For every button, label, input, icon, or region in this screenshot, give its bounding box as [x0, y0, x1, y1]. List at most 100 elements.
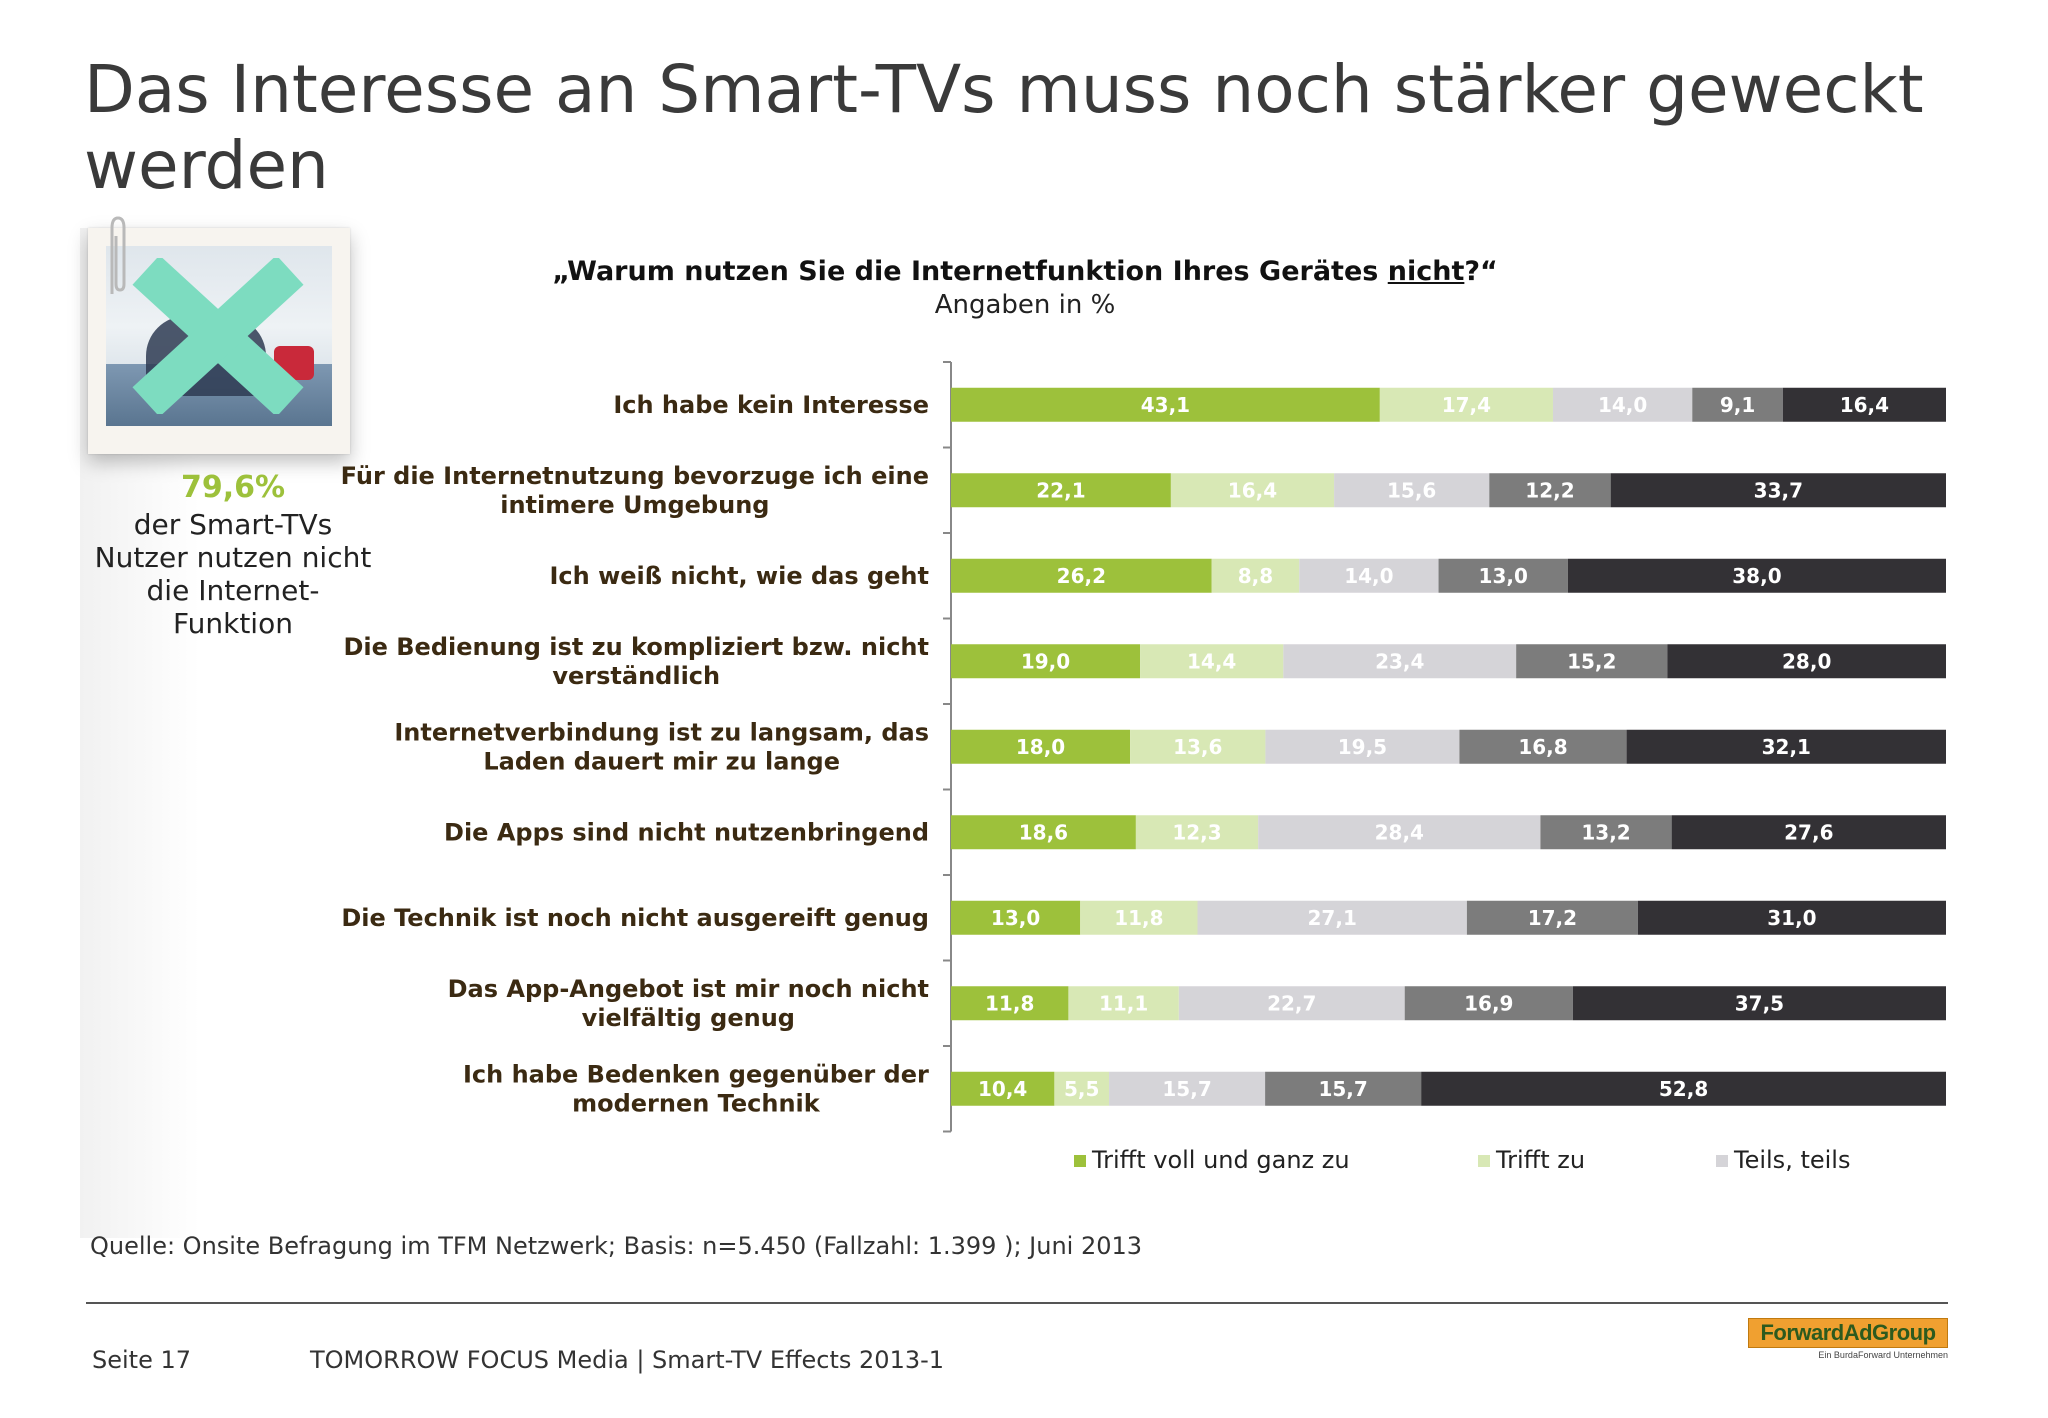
source-note: Quelle: Onsite Befragung im TFM Netzwerk…	[90, 1232, 1143, 1260]
paperclip-icon	[110, 216, 126, 294]
category-label: Internetverbindung ist zu langsam, das La…	[394, 718, 929, 775]
data-label: 26,2	[1057, 564, 1106, 588]
bar-segment	[1109, 1071, 1266, 1106]
photo-card	[88, 216, 350, 454]
bar-segment	[1671, 815, 1946, 850]
bar-segment	[1299, 558, 1439, 593]
legend-item: Trifft voll und ganz zu	[1074, 1146, 1350, 1174]
data-label: 19,0	[1021, 649, 1070, 673]
category-label: Ich habe Bedenken gegenüber der modernen …	[463, 1060, 929, 1117]
bar-segment	[1667, 644, 1946, 679]
data-label: 13,6	[1173, 735, 1222, 759]
data-label: 33,7	[1754, 478, 1803, 502]
chart-title-emphasis: nicht	[1387, 256, 1465, 287]
category-label-line: Die Apps sind nicht nutzenbringend	[444, 818, 929, 846]
data-label: 14,0	[1344, 564, 1393, 588]
category-label: Die Apps sind nicht nutzenbringend	[444, 818, 929, 846]
category-label: Für die Internetnutzung bevorzuge ich ei…	[341, 462, 929, 519]
data-label: 15,2	[1567, 649, 1616, 673]
bar-segment	[951, 1071, 1055, 1106]
data-label: 27,6	[1784, 820, 1833, 844]
bar-segment	[1567, 558, 1946, 593]
legend-swatch	[1074, 1155, 1086, 1167]
logo-subline: Ein BurdaForward Unternehmen	[1818, 1350, 1948, 1360]
bar-segment	[1404, 986, 1573, 1021]
data-label: 5,5	[1064, 1077, 1099, 1101]
page-number: Seite 17	[92, 1346, 192, 1374]
data-label: 43,1	[1141, 393, 1190, 417]
bar-segment	[1283, 644, 1517, 679]
bar-segment	[1068, 986, 1179, 1021]
category-label: Das App-Angebot ist mir noch nicht vielfä…	[448, 975, 929, 1032]
data-label: 8,8	[1238, 564, 1273, 588]
data-label: 9,1	[1720, 393, 1755, 417]
bar-segment	[1178, 986, 1405, 1021]
category-label: Ich weiß nicht, wie das geht	[549, 562, 929, 590]
legend-item: Trifft zu	[1478, 1146, 1585, 1174]
data-label: 14,4	[1187, 649, 1236, 673]
bar-segment	[1782, 387, 1946, 422]
bar-segment	[1692, 387, 1783, 422]
data-label: 52,8	[1659, 1077, 1708, 1101]
bar-segment	[1054, 1071, 1110, 1106]
data-label: 22,7	[1267, 991, 1316, 1015]
bar-segment	[1572, 986, 1946, 1021]
bar-segment	[1135, 815, 1259, 850]
category-label-line: verständlich	[552, 662, 720, 690]
category-label: Die Bedienung ist zu kompliziert bzw. ni…	[343, 633, 929, 690]
data-label: 18,0	[1016, 735, 1065, 759]
category-label-line: Für die Internetnutzung bevorzuge ich ei…	[341, 462, 929, 490]
data-label: 15,6	[1387, 478, 1436, 502]
bar-segment	[951, 986, 1069, 1021]
bar-segment	[1170, 473, 1335, 508]
data-label: 17,2	[1528, 906, 1577, 930]
data-label: 23,4	[1375, 649, 1424, 673]
data-label: 15,7	[1162, 1077, 1211, 1101]
data-label: 12,2	[1525, 478, 1574, 502]
category-label-line: Ich habe kein Interesse	[613, 391, 929, 419]
data-label: 38,0	[1732, 564, 1781, 588]
bar-segment	[1459, 729, 1627, 764]
data-label: 11,1	[1099, 991, 1148, 1015]
legend-label: Teils, teils	[1734, 1146, 1851, 1174]
footer-divider	[86, 1302, 1948, 1304]
data-label: 32,1	[1762, 735, 1811, 759]
bar-segment	[951, 644, 1141, 679]
chart-title-part: „Warum nutzen Sie die Internetfunktion I…	[552, 256, 1388, 287]
bar-segment	[1197, 900, 1467, 935]
data-label: 16,4	[1840, 393, 1889, 417]
bar-segment	[1626, 729, 1946, 764]
legend-swatch	[1478, 1155, 1490, 1167]
category-label-line: vielfältig genug	[582, 1004, 795, 1032]
category-label-line: intimere Umgebung	[500, 491, 769, 519]
bar-segment	[951, 815, 1136, 850]
callout-text: der Smart-TVs Nutzer nutzen nicht die In…	[94, 508, 372, 640]
chart-title-part: ?“	[1464, 256, 1498, 287]
data-label: 16,8	[1518, 735, 1567, 759]
category-label-line: modernen Technik	[572, 1089, 821, 1117]
data-label: 28,0	[1782, 649, 1831, 673]
bar-segment	[1334, 473, 1490, 508]
legend-item: Teils, teils	[1716, 1146, 1850, 1174]
category-label-line: Ich habe Bedenken gegenüber der	[463, 1060, 929, 1088]
data-label: 13,0	[1479, 564, 1528, 588]
data-label: 17,4	[1442, 393, 1491, 417]
bar-segment	[1140, 644, 1284, 679]
chart-title: „Warum nutzen Sie die Internetfunktion I…	[500, 256, 1550, 287]
data-label: 12,3	[1172, 820, 1221, 844]
bar-segment	[1265, 1071, 1422, 1106]
data-label: 10,4	[978, 1077, 1027, 1101]
data-label: 16,9	[1464, 991, 1513, 1015]
category-label-line: Die Bedienung ist zu kompliziert bzw. ni…	[343, 633, 929, 661]
bar-segment	[951, 387, 1380, 422]
bar-segment	[1258, 815, 1541, 850]
data-label: 31,0	[1767, 906, 1816, 930]
legend-label: Trifft voll und ganz zu	[1092, 1146, 1350, 1174]
x-cross-icon	[132, 258, 304, 414]
bar-segment	[1552, 387, 1693, 422]
data-label: 18,6	[1019, 820, 1068, 844]
bar-segment	[951, 473, 1171, 508]
bar-segment	[1265, 729, 1460, 764]
data-label: 13,0	[991, 906, 1040, 930]
